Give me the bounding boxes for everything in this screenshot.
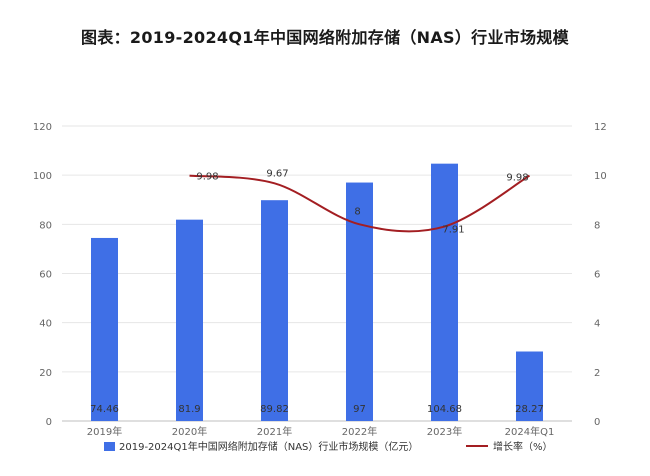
legend-bar-label: 2019-2024Q1年中国网络附加存储（NAS）行业市场规模（亿元） xyxy=(119,440,418,453)
y-left-tick-label: 100 xyxy=(33,171,52,182)
y-left-tick-label: 60 xyxy=(39,270,52,281)
legend-line-label: 增长率（%） xyxy=(493,440,553,453)
line-value-label: 9.98 xyxy=(506,173,528,184)
bar-value-label: 81.9 xyxy=(178,404,200,415)
y-right-tick-label: 8 xyxy=(594,220,600,231)
bar xyxy=(91,237,118,421)
bar xyxy=(346,182,373,421)
bar xyxy=(261,200,288,421)
line-value-label: 7.91 xyxy=(442,225,464,236)
y-right-tick-label: 0 xyxy=(594,417,600,428)
x-tick-label: 2024年Q1 xyxy=(505,425,555,438)
line-value-label: 9.67 xyxy=(266,168,288,179)
line-value-label: 8 xyxy=(354,206,360,217)
line-value-label: 9.98 xyxy=(196,172,218,183)
bar xyxy=(516,351,543,421)
y-left-tick-label: 120 xyxy=(33,122,52,133)
y-left-tick-label: 0 xyxy=(46,417,52,428)
right-y-axis: 0 2 4 6 8 10 12 xyxy=(594,122,607,428)
bar-series: 74.46 81.9 89.82 97 104.68 28.27 xyxy=(90,163,544,421)
y-left-tick-label: 80 xyxy=(39,220,52,231)
chart-title: 图表：2019-2024Q1年中国网络附加存储（NAS）行业市场规模 xyxy=(81,28,569,47)
y-right-tick-label: 12 xyxy=(594,122,607,133)
left-y-axis: 0 20 40 60 80 100 120 xyxy=(33,122,52,428)
y-right-tick-label: 6 xyxy=(594,270,600,281)
y-right-tick-label: 10 xyxy=(594,171,607,182)
x-axis: 2019年 2020年 2021年 2022年 2023年 2024年Q1 xyxy=(87,425,555,438)
bar-value-label: 74.46 xyxy=(90,404,119,415)
bar-value-label: 97 xyxy=(353,404,366,415)
y-right-tick-label: 4 xyxy=(594,319,600,330)
y-right-tick-label: 2 xyxy=(594,368,600,379)
growth-rate-line xyxy=(189,174,531,233)
legend-bar-swatch xyxy=(104,442,115,451)
bar-value-label: 104.68 xyxy=(427,404,462,415)
line-series: 9.98 9.67 8 7.91 9.98 xyxy=(189,168,531,236)
gridlines xyxy=(62,125,572,422)
x-tick-label: 2020年 xyxy=(172,425,207,438)
x-tick-label: 2019年 xyxy=(87,425,122,438)
bar xyxy=(176,219,203,421)
y-left-tick-label: 20 xyxy=(39,368,52,379)
bar-value-label: 28.27 xyxy=(515,404,544,415)
y-left-tick-label: 40 xyxy=(39,319,52,330)
legend: 2019-2024Q1年中国网络附加存储（NAS）行业市场规模（亿元） 增长率（%… xyxy=(104,440,553,453)
x-tick-label: 2023年 xyxy=(427,425,462,438)
x-tick-label: 2021年 xyxy=(257,425,292,438)
bar xyxy=(431,163,458,421)
bar-value-label: 89.82 xyxy=(260,404,289,415)
x-tick-label: 2022年 xyxy=(342,425,377,438)
